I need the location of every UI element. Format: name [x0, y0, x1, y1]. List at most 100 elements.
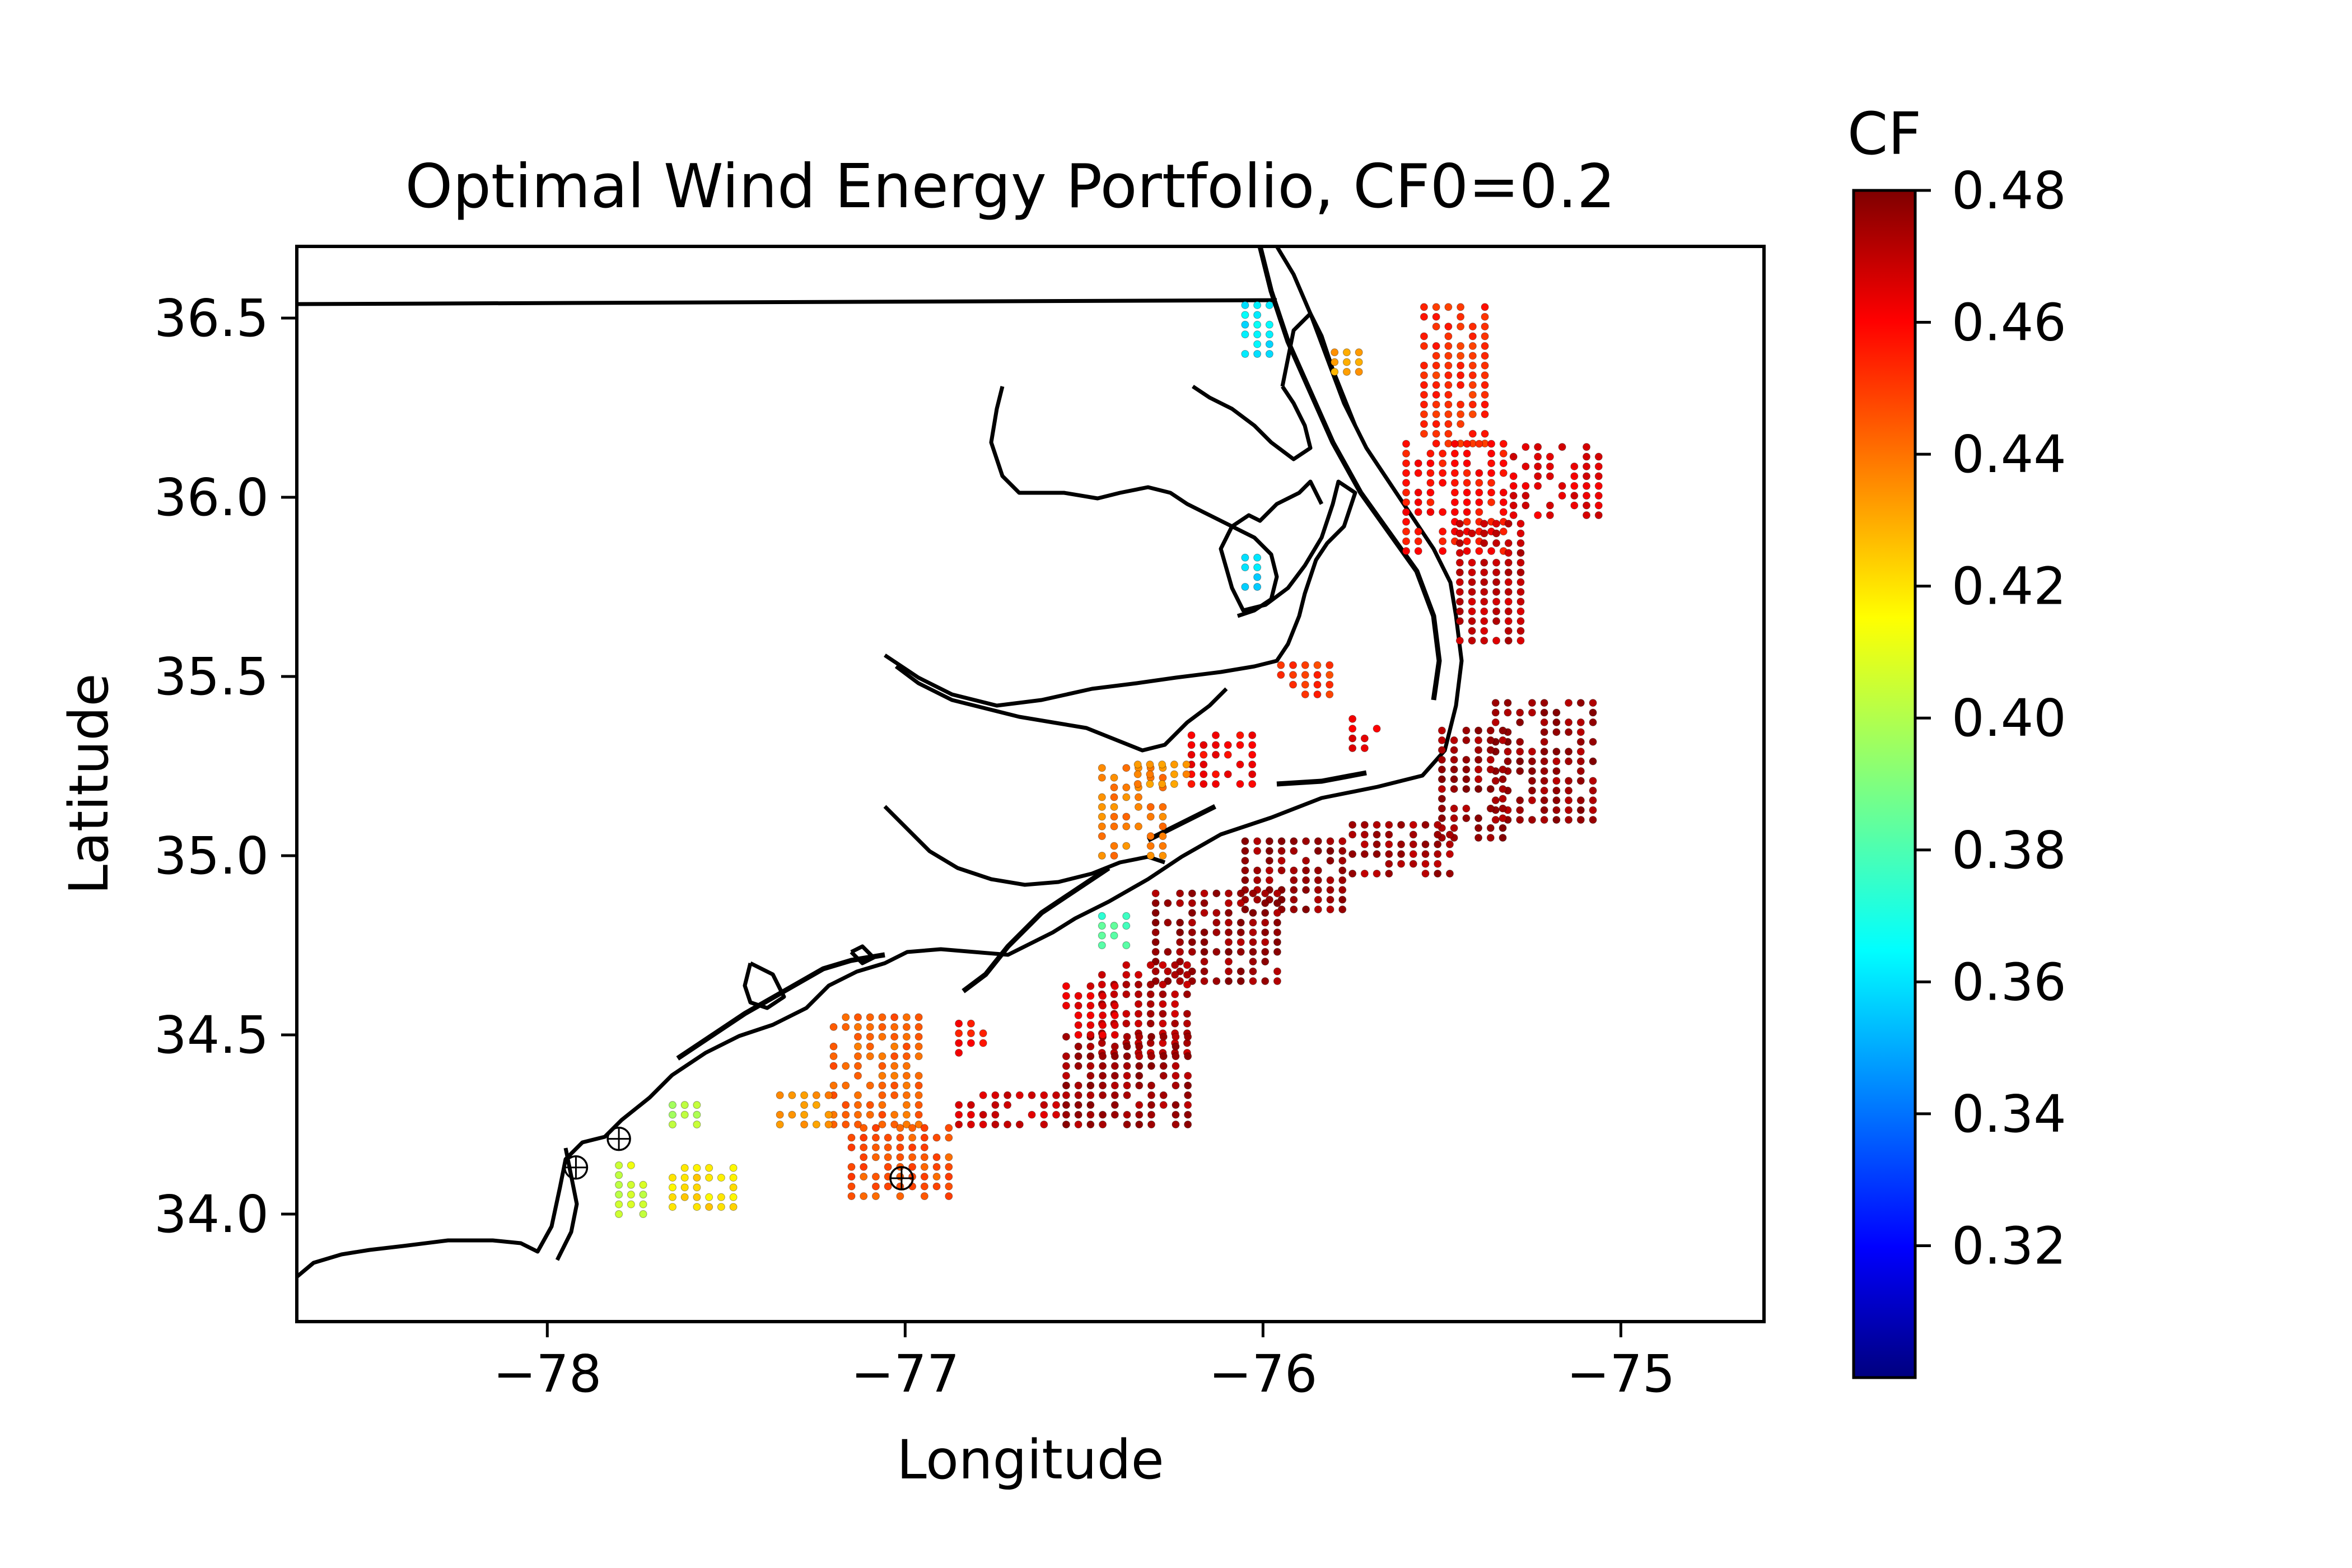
- wind-site-point: [866, 1081, 874, 1090]
- wind-site-point: [1164, 899, 1172, 907]
- wind-site-point: [967, 1110, 975, 1119]
- wind-site-point: [1516, 796, 1524, 805]
- wind-site-point: [1552, 748, 1561, 756]
- wind-site-point: [1159, 852, 1167, 860]
- wind-site-point: [991, 1121, 1000, 1128]
- wind-site-point: [1474, 834, 1483, 842]
- wind-site-point: [1481, 371, 1489, 380]
- wind-site-point: [1474, 755, 1483, 764]
- wind-site-point: [1420, 400, 1428, 409]
- wind-site-point: [717, 1193, 725, 1201]
- wind-site-point: [1225, 889, 1233, 898]
- wind-site-point: [1552, 728, 1561, 736]
- wind-site-point: [1086, 1062, 1095, 1070]
- wind-site-point: [967, 1121, 975, 1128]
- wind-site-point: [1444, 352, 1453, 360]
- sound-shoreline: [884, 479, 1357, 708]
- wind-site-point: [1110, 852, 1118, 860]
- wind-site-point: [1261, 958, 1270, 966]
- wind-site-point: [1241, 311, 1249, 319]
- wind-site-point: [1183, 1010, 1191, 1018]
- wind-site-point: [1468, 617, 1476, 626]
- wind-site-point: [1172, 1042, 1180, 1051]
- wind-site-point: [1528, 816, 1536, 824]
- wind-site-point: [1147, 1121, 1155, 1128]
- wind-site-point: [1062, 982, 1070, 990]
- wind-site-point: [1499, 804, 1507, 813]
- wind-site-point: [1468, 371, 1477, 380]
- wind-site-point: [1540, 777, 1548, 785]
- wind-site-point: [1040, 1101, 1048, 1109]
- state-border: [297, 298, 1277, 306]
- wind-site-point: [1099, 1091, 1107, 1099]
- wind-site-point: [1122, 764, 1131, 772]
- wind-site-point: [1331, 358, 1339, 366]
- wind-site-point: [1110, 1081, 1119, 1090]
- wind-site-point: [902, 1121, 911, 1128]
- wind-site-point: [878, 1052, 886, 1061]
- wind-site-point: [1172, 1062, 1180, 1070]
- wind-site-point: [1409, 840, 1417, 848]
- wind-site-point: [1099, 1052, 1107, 1061]
- wind-site-point: [1183, 961, 1191, 969]
- wind-site-point: [788, 1091, 796, 1099]
- wind-site-point: [1212, 770, 1220, 778]
- wind-site-point: [1122, 970, 1131, 979]
- wind-site-point: [871, 1133, 880, 1142]
- wind-site-point: [1444, 410, 1453, 418]
- wind-site-point: [967, 1019, 975, 1028]
- wind-site-point: [1225, 938, 1233, 946]
- wind-site-point: [1098, 912, 1106, 920]
- wind-site-point: [1516, 549, 1525, 557]
- wind-site-point: [1463, 479, 1471, 487]
- wind-site-point: [1015, 1121, 1024, 1128]
- wind-site-point: [1540, 748, 1548, 756]
- wind-site-point: [1146, 832, 1155, 841]
- wind-site-point: [1277, 837, 1286, 846]
- wind-site-point: [847, 1143, 856, 1151]
- wind-site-point: [1015, 1091, 1024, 1099]
- wind-site-point: [979, 1029, 987, 1038]
- wind-site-point: [1200, 750, 1208, 759]
- wind-site-point: [890, 1062, 899, 1070]
- wind-site-point: [1146, 770, 1154, 778]
- wind-site-point: [1110, 842, 1118, 850]
- wind-site-point: [1486, 804, 1495, 813]
- wind-site-point: [1074, 1042, 1082, 1051]
- wind-site-point: [1289, 671, 1298, 679]
- wind-site-point: [1509, 492, 1518, 500]
- wind-site-point: [1277, 866, 1286, 875]
- wind-site-point: [680, 1164, 689, 1172]
- wind-site-point: [1583, 501, 1591, 510]
- wind-site-point: [967, 1029, 975, 1038]
- wind-site-point: [1414, 537, 1422, 545]
- wind-site-point: [1225, 977, 1233, 985]
- wind-site-point: [627, 1200, 635, 1208]
- wind-site-point: [1249, 909, 1257, 917]
- wind-site-point: [932, 1173, 941, 1181]
- barrier-island: [676, 952, 885, 1061]
- wind-site-point: [1273, 889, 1281, 898]
- wind-site-point: [1261, 909, 1270, 917]
- wind-site-point: [1468, 558, 1476, 567]
- wind-site-point: [1434, 870, 1442, 878]
- wind-site-point: [1147, 1062, 1155, 1070]
- wind-site-point: [1099, 1062, 1107, 1070]
- wind-site-point: [1249, 928, 1257, 936]
- wind-site-point: [1170, 770, 1178, 778]
- wind-site-point: [1457, 312, 1465, 321]
- wind-site-point: [1450, 479, 1459, 487]
- wind-site-point: [1486, 785, 1495, 793]
- wind-site-point: [1253, 311, 1262, 319]
- wind-site-point: [1134, 970, 1142, 979]
- wind-site-point: [1450, 459, 1459, 468]
- wind-site-point: [1253, 330, 1262, 339]
- wind-site-point: [1594, 501, 1603, 510]
- wind-site-point: [1432, 342, 1440, 350]
- wind-site-point: [1133, 760, 1142, 769]
- wind-site-point: [1444, 342, 1453, 350]
- wind-site-point: [1468, 578, 1476, 586]
- wind-site-point: [1444, 420, 1453, 428]
- wind-site-point: [842, 1062, 850, 1070]
- wind-site-point: [1468, 361, 1477, 370]
